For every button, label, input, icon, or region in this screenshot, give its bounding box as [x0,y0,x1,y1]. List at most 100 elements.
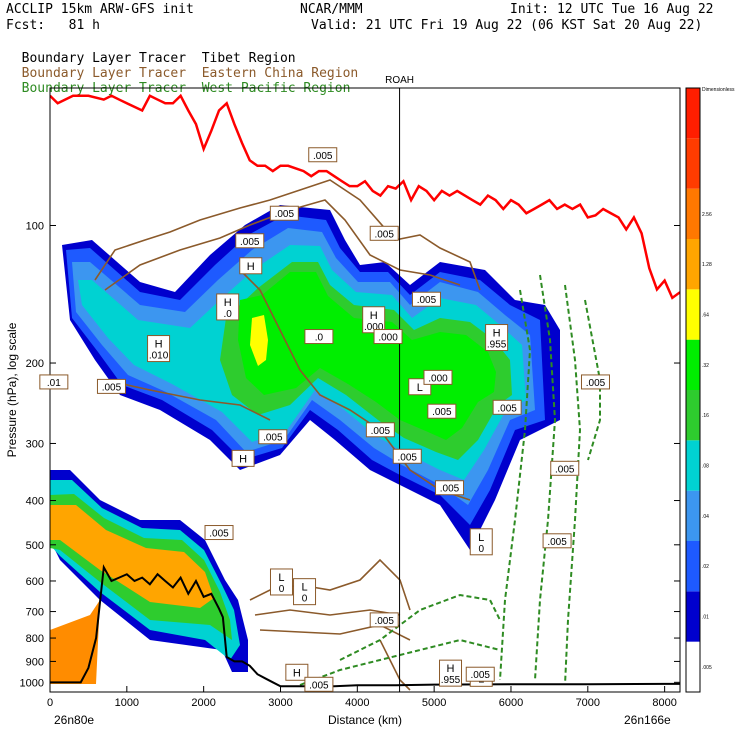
y-tick-label: 700 [26,607,44,619]
y-axis: 100 200 300 400 500 600 700 800 900 1000 [20,221,680,689]
contour-label-text: .005 [371,426,391,437]
y-tick-label: 800 [26,633,44,645]
field-center-marker: H.010 [147,335,171,363]
colorbar-segment [686,188,700,239]
field-center-value: .955 [487,340,507,351]
contour-label: .005 [369,225,399,241]
field-center-marker: H [285,663,309,681]
y-tick-label: 600 [26,576,44,588]
contour-label-text: .005 [313,151,333,162]
colorbar-label: Dimensionless [702,87,735,93]
contour-label-text: .01 [47,378,61,389]
lower-plume-orange [50,505,214,608]
contour-label: .005 [542,533,572,549]
field-center-letter: H [224,297,232,309]
china-contour-low3 [259,624,411,641]
field-center-marker: H.955 [485,324,509,352]
header-line1-left: ACCLIP 15km ARW-GFS init [6,2,194,17]
field-labels: H.010H.0HHH.000H.955H.955L0L0L0LLH.005.0… [39,147,610,692]
china-contour-low2 [254,609,401,616]
colorbar-segment [686,138,700,189]
contour-label-text: .005 [209,529,229,540]
china-contour-outer [94,179,481,291]
contour-label-text: .005 [432,407,452,418]
y-tick-label: 200 [26,358,44,370]
colorbar-segment [686,390,700,441]
contour-label: .005 [96,378,126,394]
field-center-value: .000 [364,322,384,333]
y-tick-label: 300 [26,438,44,450]
field-center-letter: H [293,667,301,679]
y-tick-label: 400 [26,496,44,508]
contour-label-text: .005 [440,484,460,495]
contour-label: .0 [304,329,334,345]
colorbar-label: .08 [702,464,709,470]
contour-label: .005 [392,448,422,464]
colorbar-label: .005 [702,665,712,671]
field-center-letter: L [478,532,484,544]
field-center-letter: H [239,453,247,465]
x-axis: 0 1000 2000 3000 4000 5000 6000 7000 8000 [47,686,677,709]
contour-label-text: .005 [417,295,437,306]
eastern-china-contours [94,179,481,691]
contour-label-text: .005 [497,403,517,414]
colorbar-label: .04 [702,514,709,520]
plume-band-bright-green [238,272,496,440]
field-center-value: .0 [224,309,233,320]
contour-label-text: .000 [428,373,448,384]
colorbar: .005 .01 .02 .04 .08 .16 .32 .64 1.28 2.56 Dimensi… [685,87,735,693]
contour-label-text: .005 [240,237,260,248]
field-center-marker: L0 [269,568,293,596]
end-point-label: 26n166e [624,713,671,727]
tracer-field [50,179,601,691]
header-line2-left: Fcst: 81 h [6,18,100,33]
china-contour-west [104,379,271,421]
wpac-contour-4 [584,299,601,461]
y-tick-label: 100 [26,221,44,233]
contour-label: .000 [423,369,453,385]
legend-china-label: Boundary Layer Tracer [21,66,187,81]
x-tick-label: 8000 [652,697,676,709]
field-center-value: 0 [279,584,285,595]
field-center-value: .010 [149,351,169,362]
field-center-value: 0 [478,544,484,555]
y-tick-label: 1000 [20,677,44,689]
colorbar-label: 2.56 [702,212,712,218]
plume-band-yellow [250,315,268,366]
contour-label-text: .005 [547,537,567,548]
field-center-letter: L [417,382,423,394]
contour-label: .005 [465,666,495,682]
tropopause-line [50,93,680,300]
contour-label-text: .005 [471,670,491,681]
x-tick-label: 5000 [422,697,446,709]
colorbar-segment [686,440,700,491]
header-line2-right: Valid: 21 UTC Fri 19 Aug 22 (06 KST Sat … [311,18,703,33]
contour-label-text: .005 [374,229,394,240]
contour-label: .005 [308,147,338,163]
legend-tibet-label: Boundary Layer Tracer [21,51,187,66]
contour-label-text: .005 [586,378,606,389]
contour-label-text: .0 [315,333,324,344]
contour-label: .005 [580,374,610,390]
field-center-letter: L [301,582,307,594]
contour-label: .005 [365,422,395,438]
x-tick-label: 4000 [345,697,369,709]
x-tick-label: 2000 [191,697,215,709]
colorbar-segment [686,541,700,592]
field-center-letter: H [155,339,163,351]
field-center-marker: H [231,449,255,467]
field-center-value: 0 [302,594,308,605]
contour-label-text: .005 [374,616,394,627]
contour-label: .005 [235,233,265,249]
y-axis-title: Pressure (hPa), log scale [5,322,19,457]
colorbar-segment [686,88,700,139]
china-contour-base [379,639,411,691]
x-tick-label: 7000 [576,697,600,709]
field-center-marker: H.955 [439,659,463,687]
field-center-marker: L0 [293,578,317,606]
contour-label-text: .005 [309,680,329,691]
field-center-letter: L [278,572,284,584]
wpac-contour-5 [339,593,501,661]
contour-label-text: .005 [555,464,575,475]
